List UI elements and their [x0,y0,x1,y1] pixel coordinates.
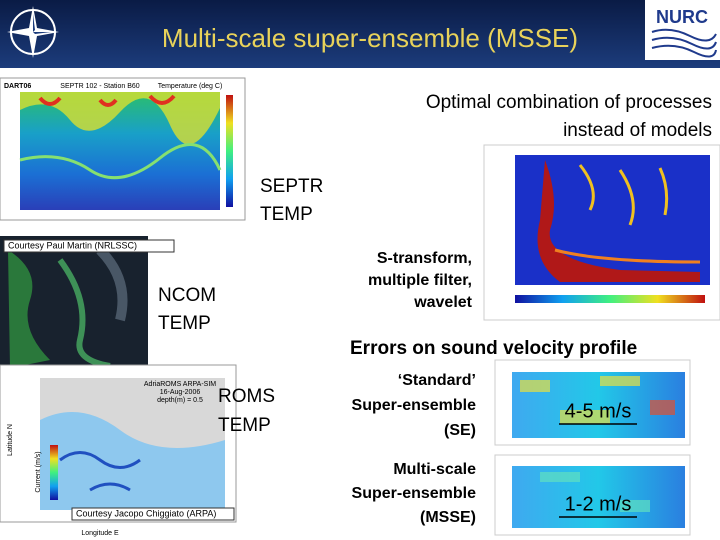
se-error-figure [494,359,691,446]
septr-figure: DART06 SEPTR 102 - Station B60 Temperatu… [0,77,246,221]
slide-title: Multi-scale super-ensemble (MSSE) [162,23,578,53]
ncom-figure: Courtesy Paul Martin (NRLSSC) [0,236,175,370]
msse-error-figure [494,454,691,536]
roms-y-label: Latitude N [7,424,14,456]
se-error: 4-5 m/s [565,400,632,422]
roms-title: AdriaROMS ARPA-SIM [144,381,216,388]
septr-legend: Temperature (deg C) [158,83,223,90]
msse-error: 1-2 m/s [565,493,632,515]
ncom-label: TEMP [158,313,211,334]
roms-label: TEMP [218,415,271,436]
septr-title: SEPTR 102 - Station B60 [60,83,139,90]
septr-label: SEPTR [260,176,323,197]
se-line: (SE) [444,422,476,439]
msse-line: (MSSE) [420,509,476,526]
nato-logo [7,6,59,58]
roms-figure: AdriaROMS ARPA-SIM 16-Aug-2006 depth(m) … [0,364,237,537]
septr-tag: DART06 [4,83,31,90]
methods-line: wavelet [413,294,472,311]
se-line: ‘Standard’ [398,372,476,389]
errors-heading: Errors on sound velocity profile [350,338,637,359]
roms-credit: Courtesy Jacopo Chiggiato (ARPA) [76,508,216,518]
nurc-logo: NURC [645,0,720,60]
roms-colorbar-label: Current (m/s) [35,451,42,492]
methods-line: S-transform, [377,250,472,267]
header-bar [0,0,720,68]
logo-text: NURC [656,7,708,27]
intro-line: instead of models [563,120,712,141]
intro-line: Optimal combination of processes [426,92,712,113]
roms-x-label: Longitude E [81,530,119,537]
ncom-label: NCOM [158,285,216,306]
se-line: Super-ensemble [352,397,477,414]
roms-title: depth(m) = 0.5 [157,397,203,404]
roms-title: 16-Aug-2006 [160,389,201,396]
msse-line: Super-ensemble [352,485,477,502]
ncom-credit: Courtesy Paul Martin (NRLSSC) [8,240,137,250]
septr-label: TEMP [260,204,313,225]
wavelet-figure [483,144,720,321]
roms-label: ROMS [218,386,275,407]
msse-line: Multi-scale [393,461,476,478]
methods-line: multiple filter, [368,272,472,289]
